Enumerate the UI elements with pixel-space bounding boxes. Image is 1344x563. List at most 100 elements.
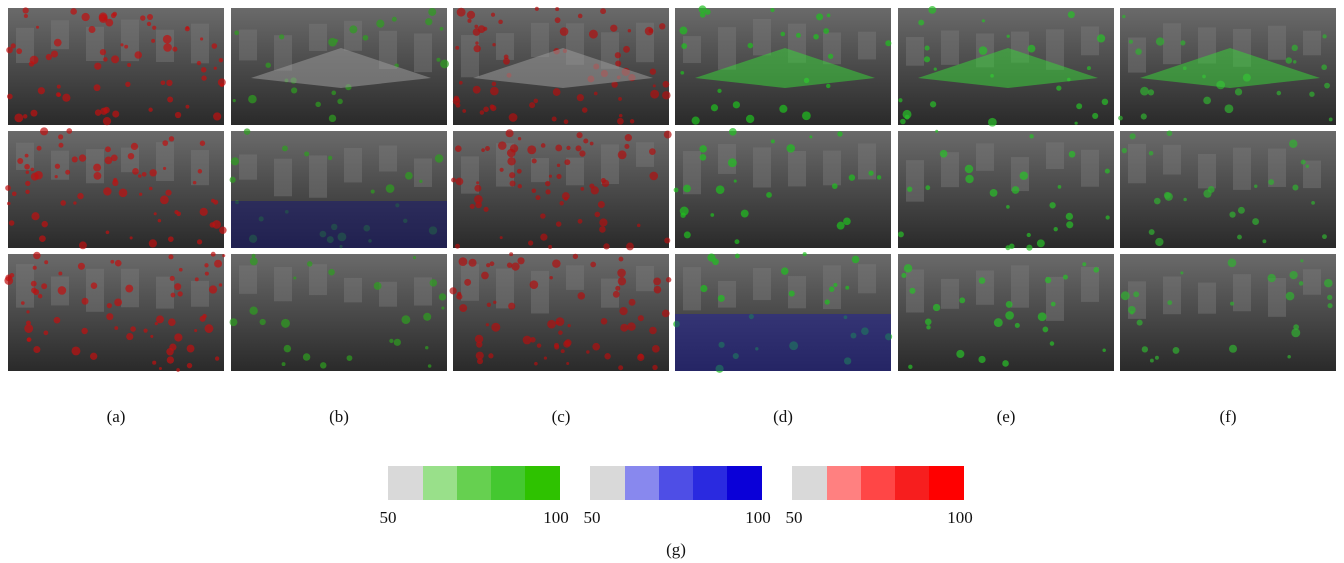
photo-overlay (100, 49, 106, 55)
photo-overlay (1321, 64, 1327, 70)
photo-overlay (692, 116, 700, 124)
photo-overlay (231, 157, 239, 165)
photo-overlay (1020, 171, 1028, 179)
photo-detail (718, 27, 736, 70)
photo-overlay (508, 303, 515, 310)
photo-overlay (120, 43, 123, 46)
photo-overlay (600, 8, 606, 14)
photo-overlay (904, 264, 912, 272)
photo-overlay (652, 345, 660, 353)
photo-overlay (456, 178, 464, 186)
photo-overlay (1005, 311, 1014, 320)
photo-overlay (566, 146, 570, 150)
photo-overlay (291, 87, 297, 93)
photo-overlay (477, 358, 483, 364)
photo-overlay (441, 306, 444, 309)
photo-overlay (1293, 60, 1296, 63)
photo-overlay (147, 22, 151, 26)
photo (898, 130, 1114, 251)
photo-overlay (1007, 35, 1010, 38)
photo-overlay (58, 134, 63, 139)
photo-overlay (618, 277, 626, 285)
photo-overlay (248, 95, 257, 104)
photo-overlay (748, 43, 754, 49)
photo-overlay (23, 7, 29, 13)
figure: (a)(b)(c)(d)(e)(f) 50 100 50 100 50 100 … (0, 0, 1344, 563)
photo-overlay (700, 12, 706, 18)
photo-overlay (598, 201, 605, 208)
photo-overlay (716, 185, 725, 194)
photo-overlay (1306, 164, 1309, 167)
photo-overlay (552, 116, 557, 121)
photo-overlay (435, 154, 443, 162)
photo-overlay (1324, 83, 1330, 89)
photo-overlay (95, 109, 101, 115)
photo-overlay (103, 57, 108, 62)
photo-overlay (12, 191, 17, 196)
photo-overlay (160, 195, 169, 204)
photo-overlay (73, 201, 76, 204)
photo-overlay (175, 112, 181, 118)
photo-overlay (39, 235, 46, 242)
photo-overlay (1049, 202, 1055, 208)
photo-overlay (1327, 295, 1332, 300)
photo-detail (1303, 31, 1321, 56)
photo-overlay (42, 221, 48, 227)
photo-overlay (476, 181, 479, 184)
photo-overlay (500, 168, 504, 172)
photo-overlay (577, 292, 585, 300)
photo-overlay (124, 45, 128, 49)
photo-overlay (90, 353, 97, 360)
photo-overlay (219, 283, 222, 286)
photo-overlay (832, 183, 838, 189)
photo-overlay (194, 329, 197, 332)
subcaption: (b) (329, 407, 349, 426)
photo-overlay (583, 138, 588, 143)
photo-overlay (898, 98, 902, 102)
photo-overlay (827, 14, 831, 18)
photo-overlay (491, 13, 495, 17)
photo-overlay (507, 157, 515, 165)
photo-overlay (249, 307, 257, 315)
photo-overlay (81, 13, 89, 21)
photo-overlay (131, 143, 138, 150)
photo-overlay (710, 213, 714, 217)
photo-overlay (430, 279, 438, 287)
photo (453, 7, 671, 125)
photo-detail (753, 19, 771, 55)
photo-detail (976, 143, 994, 170)
photo-overlay (654, 286, 662, 294)
photo-overlay (59, 143, 64, 148)
photo-overlay (475, 41, 478, 44)
photo-overlay (1301, 160, 1306, 165)
photo-overlay (711, 104, 718, 111)
photo-overlay (347, 355, 353, 361)
photo-overlay (161, 80, 166, 85)
photo-overlay (637, 224, 641, 228)
photo-overlay (649, 172, 658, 181)
photo-overlay (925, 185, 930, 190)
photo (898, 254, 1114, 371)
colorbar-min-label: 50 (786, 508, 803, 527)
photo-detail (1233, 274, 1251, 311)
photo-overlay (34, 171, 43, 180)
photo-overlay (233, 99, 236, 102)
photo-overlay (649, 327, 657, 335)
photo-overlay (230, 177, 236, 183)
photo-overlay (529, 102, 535, 108)
photo-detail (86, 27, 104, 61)
photo-detail (461, 35, 479, 77)
photo-overlay (1229, 345, 1237, 353)
photo-overlay (663, 81, 670, 88)
photo-overlay (1026, 245, 1032, 251)
photo-overlay (779, 105, 787, 113)
photo-overlay (933, 304, 940, 311)
photo-overlay (60, 200, 66, 206)
photo-detail (531, 23, 549, 57)
photo-overlay (549, 175, 552, 178)
photo-overlay (1002, 360, 1009, 367)
photo-overlay (934, 67, 937, 70)
photo-overlay (1268, 179, 1274, 185)
photo-overlay (826, 84, 830, 88)
photo-overlay (72, 156, 78, 162)
